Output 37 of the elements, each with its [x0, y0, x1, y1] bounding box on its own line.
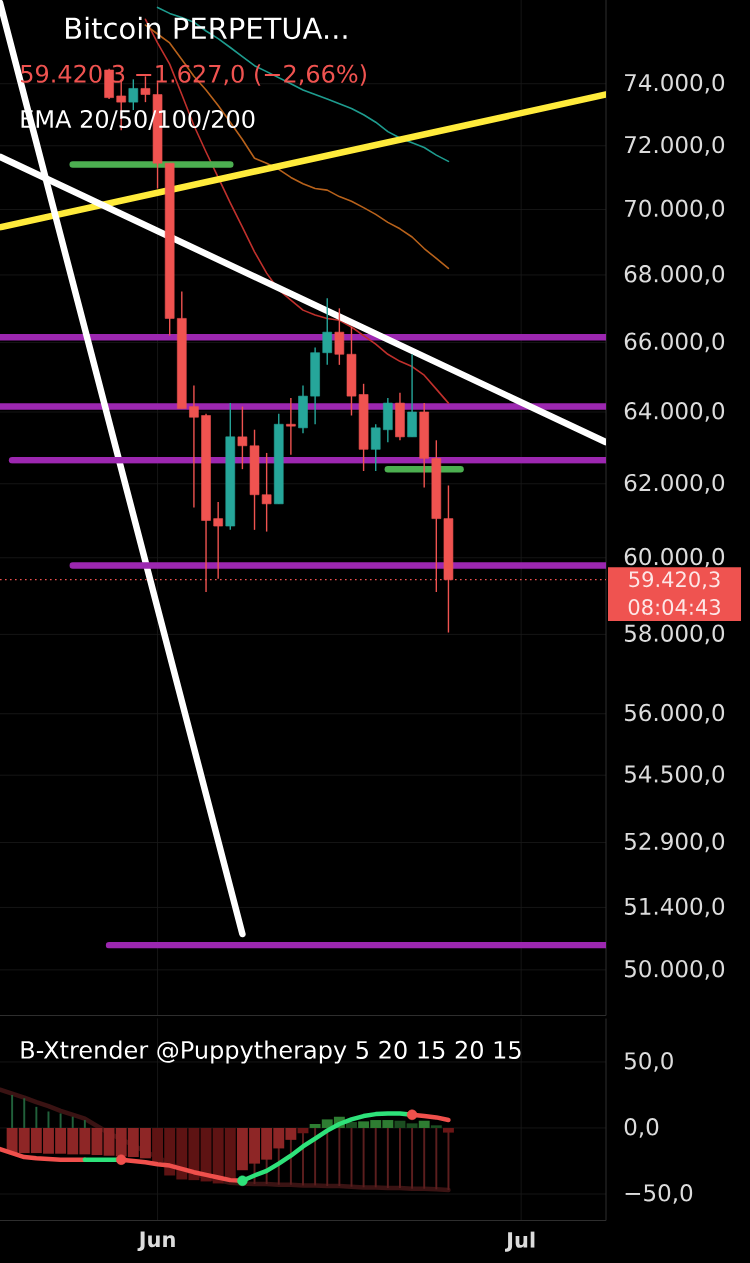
candlestick: [334, 307, 345, 366]
x-tick-label: Jun: [137, 1231, 175, 1252]
point: [237, 1175, 248, 1186]
y-tick-label: 66.000,0: [624, 332, 725, 353]
y-tick-label: 0,0: [624, 1118, 659, 1138]
candlestick: [261, 452, 272, 533]
y-tick-label: 62.000,0: [624, 473, 725, 494]
y-tick-label: 50,0: [624, 1052, 673, 1072]
candlestick: [213, 501, 223, 580]
bar: [406, 1123, 418, 1128]
y-tick-label: 64.000,0: [624, 402, 725, 422]
y-tick-label: 70.000,0: [625, 199, 725, 220]
y-tick-label: −50,0: [625, 1184, 693, 1204]
y-tick-label: 52.900,0: [624, 832, 725, 853]
y-tick-label: 54.500,0: [624, 765, 725, 786]
candlestick: [370, 423, 381, 472]
candlestick: [286, 397, 296, 456]
y-tick-label: 60.000,0: [624, 547, 725, 568]
bar: [442, 1127, 454, 1133]
y-tick-label: 56.000,0: [624, 703, 725, 724]
candlestick: [322, 297, 333, 366]
bar: [346, 1122, 357, 1128]
text: B-Xtrender @Puppytherapy 5 20 15 20 15: [21, 1040, 521, 1064]
point: [406, 1109, 418, 1120]
ref-line-label: 59.420,3: [629, 571, 720, 590]
y-tick-label: 58.000,0: [624, 624, 725, 645]
bar: [430, 1125, 442, 1128]
point: [116, 1154, 127, 1165]
text: 08:04:43: [628, 599, 720, 615]
y-tick-label: 50.000,0: [624, 960, 725, 980]
candlestick: [237, 405, 248, 470]
y-tick-label: 68.000,0: [624, 265, 725, 285]
y-tick-label: 72.000,0: [625, 135, 725, 156]
candlestick: [189, 384, 199, 509]
y-tick-label: 74.000,0: [625, 73, 725, 94]
y-tick-label: 51.400,0: [624, 897, 725, 918]
x-tick-label: Jul: [505, 1231, 535, 1252]
